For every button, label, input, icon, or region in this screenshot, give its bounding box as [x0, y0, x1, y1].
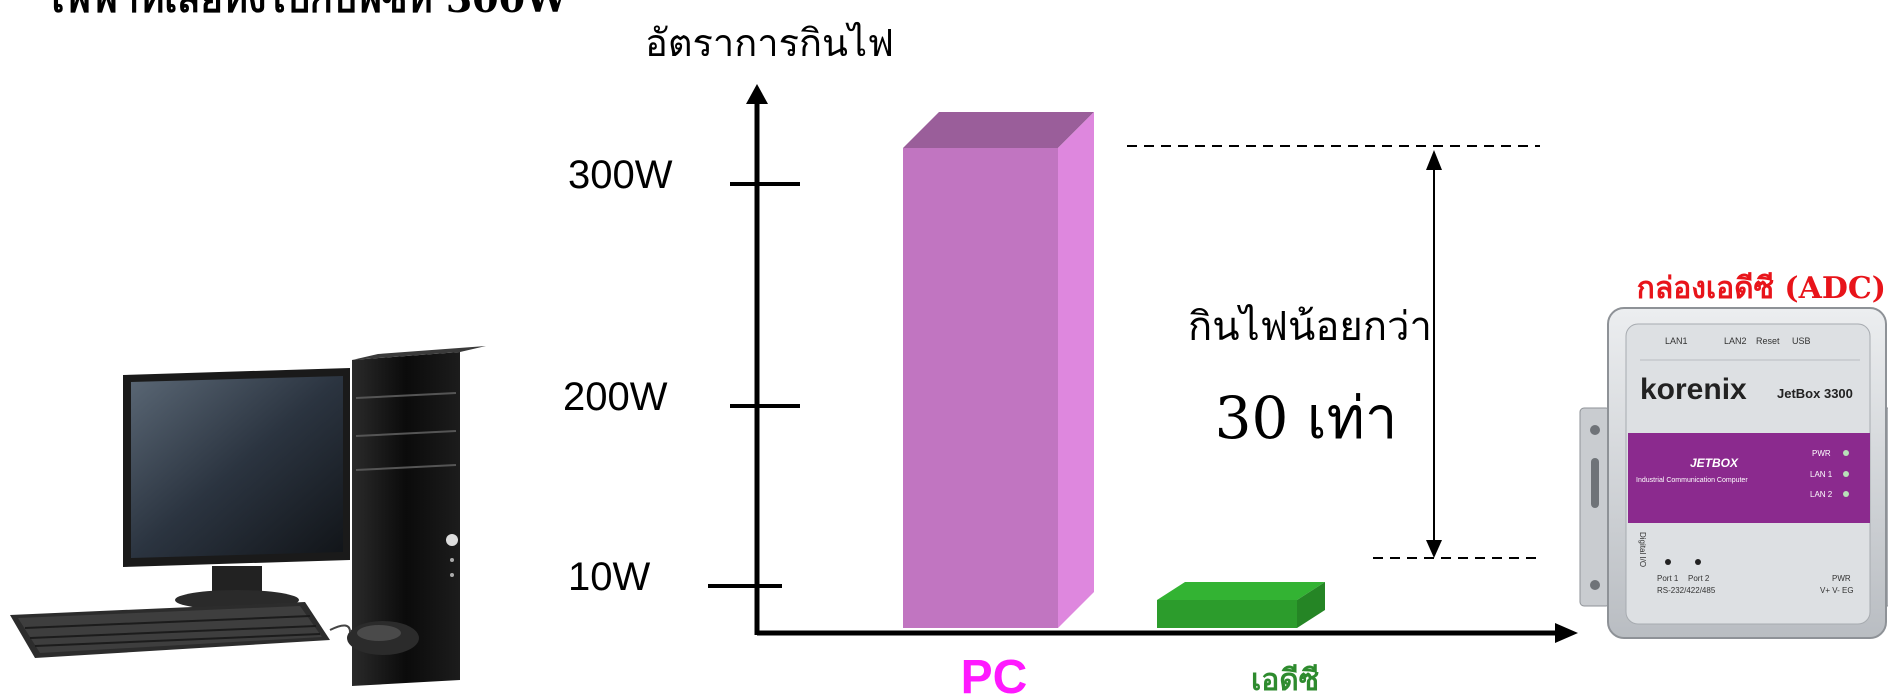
port-label-usb: USB — [1792, 336, 1811, 346]
device-brand: korenix — [1640, 373, 1747, 406]
page-title: ไฟฟ้าที่เสียทิ้งไปกับพีซีที่ 300W — [41, 0, 569, 21]
tick-label-200w: 200W — [563, 375, 668, 419]
tick-label-10w: 10W — [568, 555, 650, 599]
led-label-pwr: PWR — [1812, 449, 1831, 458]
bar-adc-side — [1297, 582, 1325, 628]
x-axis — [757, 623, 1578, 643]
serial-label: RS-232/422/485 — [1657, 586, 1716, 595]
port-label-lan1: LAN1 — [1665, 336, 1688, 346]
bar-pc-top — [903, 112, 1094, 148]
category-label-adc: เอดีซี — [1251, 663, 1319, 698]
annotation-line-2: 30 เท่า — [1215, 384, 1398, 452]
y-axis-label: อัตราการกินไฟ — [645, 21, 894, 65]
led-label-lan1: LAN 1 — [1810, 470, 1833, 479]
device-product-desc: Industrial Communication Computer — [1636, 477, 1748, 484]
y-axis — [746, 84, 768, 635]
port-label-reset: Reset — [1756, 336, 1780, 346]
category-label-pc: PC — [961, 651, 1028, 700]
port-label-port2: Port 2 — [1688, 574, 1710, 583]
device-model: JetBox 3300 — [1777, 386, 1853, 401]
y-ticks — [708, 182, 800, 588]
port-label-port1: Port 1 — [1657, 574, 1679, 583]
tick-label-300w: 300W — [568, 153, 673, 197]
device-side-label: Digital I/O — [1638, 532, 1647, 567]
device-caption: กล่องเอดีซี (ADC) — [1637, 271, 1886, 306]
power-pins-label: V+ V- EG — [1820, 586, 1854, 595]
bars — [903, 112, 1325, 628]
adc-device-image: LAN1 LAN2 Reset USB korenix JetBox 3300 … — [1579, 307, 1888, 639]
annotation-line-1: กินไฟน้อยกว่า — [1188, 304, 1432, 350]
bar-adc-front — [1157, 600, 1297, 628]
desktop-pc-image — [10, 346, 486, 686]
bar-pc-front — [903, 148, 1058, 628]
device-product-line: JETBOX — [1690, 456, 1739, 470]
power-label: PWR — [1832, 574, 1851, 583]
bar-pc-side — [1058, 112, 1094, 628]
port-label-lan2: LAN2 — [1724, 336, 1747, 346]
led-label-lan2: LAN 2 — [1810, 490, 1833, 499]
comparison-bracket — [1127, 145, 1540, 559]
bar-adc-top — [1157, 582, 1325, 600]
